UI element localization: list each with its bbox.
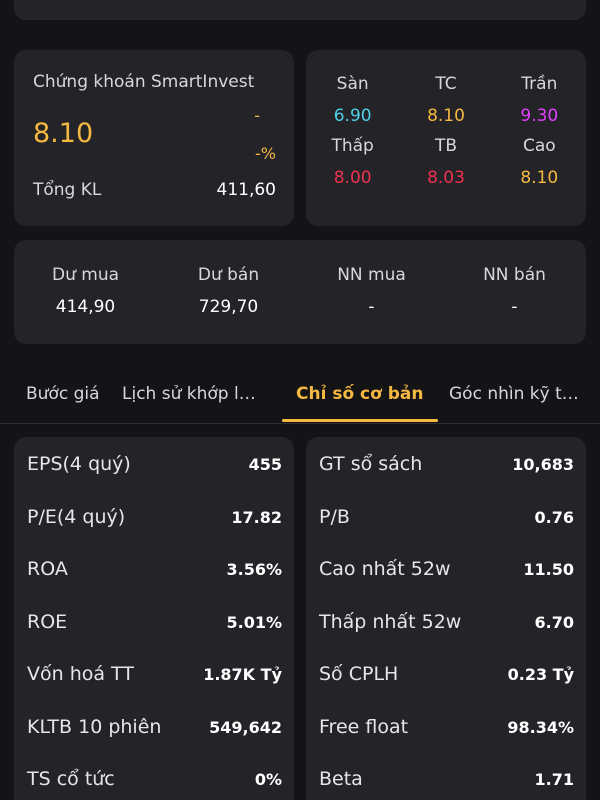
metric-label: KLTB 10 phiên	[27, 716, 162, 738]
metric-row-eps: EPS(4 quý) 455	[27, 449, 282, 479]
metric-value: 455	[248, 454, 282, 474]
metric-value: 549,642	[209, 717, 282, 737]
tab-bar: Bước giá Lịch sử khớp l… Chỉ số cơ bản G…	[0, 372, 600, 424]
foreign-sell: NN bán -	[443, 265, 586, 317]
foreign-sell-value: -	[511, 297, 518, 317]
foreign-buy-label: NN mua	[337, 265, 406, 285]
tab-price-step[interactable]: Bước giá	[26, 384, 100, 404]
bid-surplus-value: 414,90	[55, 297, 116, 317]
price-change-percent: -%	[255, 144, 276, 163]
metric-row-52w-low: Thấp nhất 52w 6.70	[319, 607, 574, 637]
reference-price-label: TC	[435, 74, 457, 94]
metric-value: 10,683	[512, 454, 574, 474]
floor-price-label: Sàn	[336, 74, 369, 94]
metric-row-pe: P/E(4 quý) 17.82	[27, 502, 282, 532]
fundamentals-right-card: GT sổ sách 10,683 P/B 0.76 Cao nhất 52w …	[306, 437, 586, 800]
active-tab-indicator	[282, 419, 438, 422]
metric-row-avg-volume: KLTB 10 phiên 549,642	[27, 712, 282, 742]
tab-fundamentals[interactable]: Chỉ số cơ bản	[296, 384, 424, 404]
quote-card: Chứng khoán SmartInvest 8.10 - -% Tổng K…	[14, 50, 294, 226]
average-price-value: 8.03	[427, 168, 465, 188]
metric-label: P/E(4 quý)	[27, 506, 126, 528]
foreign-buy-value: -	[368, 297, 375, 317]
metric-row-market-cap: Vốn hoá TT 1.87K Tỷ	[27, 659, 282, 689]
metric-label: GT sổ sách	[319, 453, 423, 475]
metric-row-roe: ROE 5.01%	[27, 607, 282, 637]
metric-value: 3.56%	[226, 559, 282, 579]
metric-row-beta: Beta 1.71	[319, 764, 574, 794]
metric-label: TS cổ tức	[27, 768, 115, 790]
metric-value: 6.70	[534, 612, 574, 632]
bid-surplus-label: Dư mua	[51, 265, 120, 285]
ceiling-price-label: Trần	[521, 74, 558, 94]
stock-name: Chứng khoán SmartInvest	[33, 72, 255, 92]
reference-price: TC 8.10	[399, 74, 492, 126]
metric-label: ROE	[27, 611, 68, 633]
ask-surplus: Dư bán 729,70	[157, 265, 300, 317]
metric-row-52w-high: Cao nhất 52w 11.50	[319, 554, 574, 584]
metric-label: Beta	[319, 768, 363, 790]
reference-price-value: 8.10	[427, 106, 465, 126]
metric-row-pb: P/B 0.76	[319, 502, 574, 532]
tab-match-history[interactable]: Lịch sử khớp l…	[122, 384, 256, 404]
metric-value: 0.76	[534, 507, 574, 527]
reference-prices-card: Sàn 6.90 TC 8.10 Trần 9.30 Thấp 8.00 TB …	[306, 50, 586, 226]
price-change: -	[254, 106, 260, 125]
metric-value: 0%	[254, 769, 282, 789]
metric-value: 11.50	[523, 559, 574, 579]
metric-label: Số CPLH	[319, 663, 399, 685]
ask-surplus-value: 729,70	[198, 297, 259, 317]
metric-row-book-value: GT sổ sách 10,683	[319, 449, 574, 479]
metric-row-dividend-yield: TS cổ tức 0%	[27, 764, 282, 794]
metric-row-roa: ROA 3.56%	[27, 554, 282, 584]
floor-price: Sàn 6.90	[306, 74, 399, 126]
ceiling-price: Trần 9.30	[493, 74, 586, 126]
average-price-label: TB	[434, 136, 458, 156]
metric-value: 17.82	[231, 507, 282, 527]
metric-label: EPS(4 quý)	[27, 453, 131, 475]
high-price-label: Cao	[522, 136, 556, 156]
metric-label: Vốn hoá TT	[27, 663, 134, 685]
order-summary-card: Dư mua 414,90 Dư bán 729,70 NN mua - NN …	[14, 240, 586, 344]
low-price: Thấp 8.00	[306, 136, 399, 188]
foreign-sell-label: NN bán	[483, 265, 546, 285]
metric-value: 0.23 Tỷ	[507, 664, 574, 684]
metric-row-free-float: Free float 98.34%	[319, 712, 574, 742]
ask-surplus-label: Dư bán	[197, 265, 260, 285]
low-price-value: 8.00	[333, 168, 372, 188]
previous-card	[14, 0, 586, 20]
ceiling-price-value: 9.30	[520, 106, 559, 126]
bid-surplus: Dư mua 414,90	[14, 265, 157, 317]
metric-value: 5.01%	[226, 612, 282, 632]
total-volume-value: 411,60	[216, 180, 276, 200]
fundamentals-left-card: EPS(4 quý) 455 P/E(4 quý) 17.82 ROA 3.56…	[14, 437, 294, 800]
high-price-value: 8.10	[520, 168, 559, 188]
foreign-buy: NN mua -	[300, 265, 443, 317]
floor-price-value: 6.90	[333, 106, 372, 126]
metric-label: Thấp nhất 52w	[319, 611, 462, 633]
metric-value: 1.87K Tỷ	[203, 664, 282, 684]
tab-technical-view[interactable]: Góc nhìn kỹ t…	[449, 384, 579, 404]
high-price: Cao 8.10	[493, 136, 586, 188]
current-price: 8.10	[33, 118, 94, 149]
average-price: TB 8.03	[399, 136, 492, 188]
metric-label: P/B	[319, 506, 350, 528]
metric-row-shares-outstanding: Số CPLH 0.23 Tỷ	[319, 659, 574, 689]
low-price-label: Thấp	[331, 136, 374, 156]
total-volume-label: Tổng KL	[33, 180, 102, 200]
metric-value: 98.34%	[507, 717, 574, 737]
metric-label: Free float	[319, 716, 409, 738]
metric-value: 1.71	[534, 769, 574, 789]
metric-label: ROA	[27, 558, 68, 580]
metric-label: Cao nhất 52w	[319, 558, 451, 580]
